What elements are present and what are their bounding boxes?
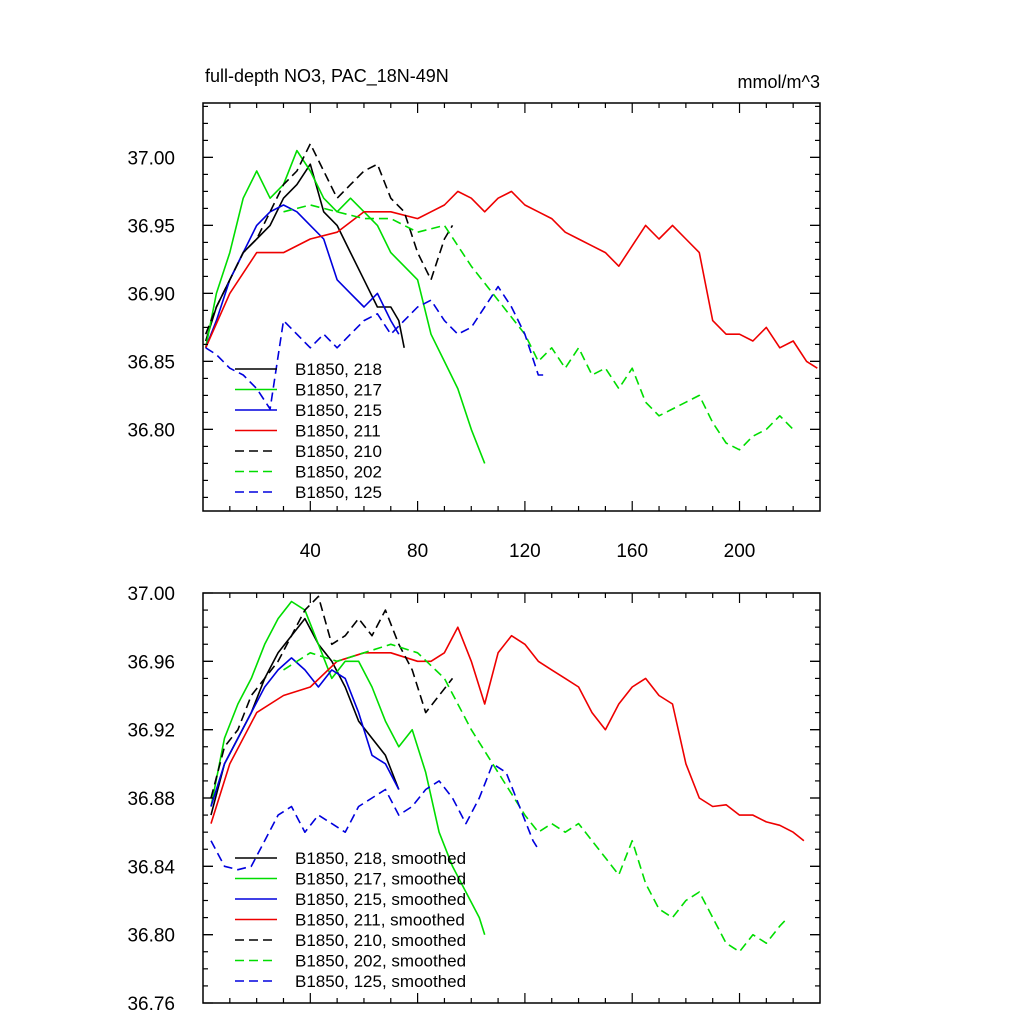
top-x-tick-label: 160 — [616, 541, 648, 562]
top-y-tick-label: 36.85 — [127, 352, 175, 373]
top-panel-title: full-depth NO3, PAC_18N-49N — [205, 66, 449, 87]
top-series-line-b1850-215 — [204, 204, 400, 349]
bottom-y-tick-label: 36.84 — [127, 857, 175, 878]
bottom-series-line-b1850-211-smoothed — [210, 626, 805, 842]
bottom-legend-label: B1850, 210, smoothed — [295, 931, 466, 950]
top-panel-units: mmol/m^3 — [738, 72, 820, 92]
bottom-legend-label: B1850, 125, smoothed — [295, 972, 466, 991]
bottom-series-line-b1850-202-smoothed — [283, 643, 789, 953]
bottom-y-tick-label: 36.92 — [127, 721, 175, 742]
bottom-legend-label: B1850, 215, smoothed — [295, 890, 466, 909]
top-y-tick-label: 36.90 — [127, 284, 175, 305]
top-panel-axis-ticks — [203, 103, 820, 511]
top-legend-label: B1850, 202 — [295, 463, 382, 482]
top-legend-label: B1850, 210 — [295, 442, 382, 461]
top-panel-frame — [202, 102, 821, 512]
bottom-legend-label: B1850, 202, smoothed — [295, 952, 466, 971]
bottom-y-tick-label: 36.96 — [127, 652, 175, 673]
bottom-panel-frame — [202, 592, 821, 1004]
bottom-series-line-b1850-210-smoothed — [210, 595, 454, 799]
bottom-panel-tick-labels: 36.76 36.80 36.84 36.88 36.92 36.96 37.00 — [127, 584, 175, 1015]
bottom-panel-legend: B1850, 218, smoothed B1850, 217, smoothed… — [235, 849, 466, 991]
top-panel-series — [204, 143, 818, 464]
top-panel-tick-labels: 40 80 120 160 200 36.80 36.85 36.90 36.95 37.00 — [127, 148, 755, 562]
top-series-line-b1850-217 — [204, 149, 486, 464]
top-legend-label: B1850, 125 — [295, 483, 382, 502]
bottom-y-tick-label: 37.00 — [127, 584, 175, 605]
top-x-tick-label: 40 — [300, 541, 321, 562]
top-series-line-b1850-211 — [204, 190, 818, 369]
top-series-line-b1850-202 — [283, 204, 794, 451]
top-legend-label: B1850, 218 — [295, 360, 382, 379]
bottom-series-line-b1850-215-smoothed — [210, 657, 400, 807]
bottom-panel-series — [210, 595, 805, 953]
top-legend-label: B1850, 217 — [295, 381, 382, 400]
bottom-series-line-b1850-125-smoothed — [210, 762, 539, 871]
bottom-series-line-b1850-217-smoothed — [210, 600, 486, 935]
top-x-tick-label: 200 — [724, 541, 756, 562]
bottom-y-tick-label: 36.76 — [127, 994, 175, 1015]
top-x-tick-label: 80 — [407, 541, 428, 562]
top-y-tick-label: 36.80 — [127, 420, 175, 441]
bottom-legend-label: B1850, 218, smoothed — [295, 849, 466, 868]
top-legend-label: B1850, 215 — [295, 401, 382, 420]
bottom-y-tick-label: 36.88 — [127, 789, 175, 810]
top-legend-label: B1850, 211 — [295, 422, 381, 441]
top-series-line-b1850-210 — [204, 143, 454, 335]
top-series-line-b1850-125 — [205, 285, 544, 410]
bottom-series-line-b1850-218-smoothed — [210, 617, 400, 816]
top-panel: full-depth NO3, PAC_18N-49N mmol/m^3 40 8… — [127, 66, 821, 562]
top-y-tick-label: 36.95 — [127, 216, 175, 237]
bottom-legend-label: B1850, 211, smoothed — [295, 911, 465, 930]
bottom-legend-label: B1850, 217, smoothed — [295, 870, 466, 889]
top-x-tick-label: 120 — [509, 541, 541, 562]
bottom-y-tick-label: 36.80 — [127, 926, 175, 947]
bottom-panel-axis-ticks — [203, 592, 820, 1004]
top-y-tick-label: 37.00 — [127, 148, 175, 169]
top-series-line-b1850-218 — [204, 163, 405, 348]
bottom-panel: 36.76 36.80 36.84 36.88 36.92 36.96 37.00 B185… — [127, 584, 821, 1015]
